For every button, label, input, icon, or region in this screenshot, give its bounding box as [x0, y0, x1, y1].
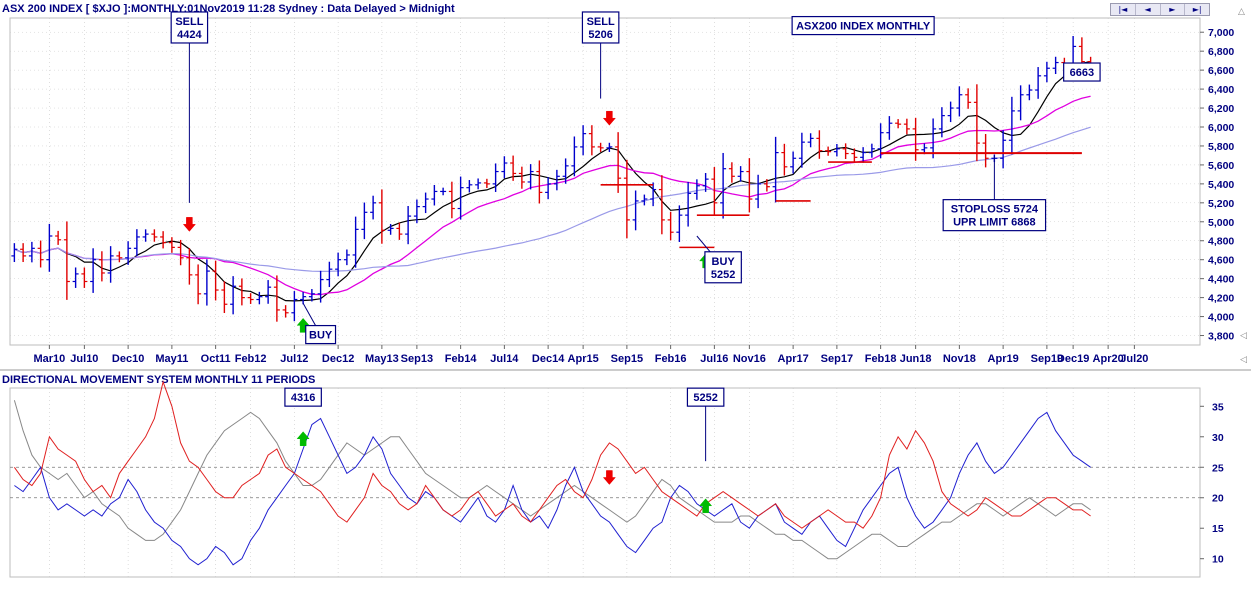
x-tick-label: May13	[365, 353, 399, 365]
scroll-marker-icon: ◁	[1240, 355, 1247, 365]
x-tick-label: Jun18	[900, 353, 932, 365]
x-tick-label: Jul20	[1120, 353, 1148, 365]
x-tick-label: Apr17	[778, 353, 809, 365]
chart-header-title: ASX 200 INDEX [ $XJO ]:MONTHLY:01Nov2019…	[2, 3, 455, 15]
x-tick-label: Jul14	[490, 353, 519, 365]
x-tick-label: Feb18	[865, 353, 897, 365]
y-tick-label: 5,200	[1208, 198, 1234, 210]
nav-prev-button[interactable]: ◄	[1136, 4, 1161, 15]
x-tick-label: Dec10	[112, 353, 144, 365]
indicator-panel-frame	[9, 387, 1201, 578]
annotation-0-text: 4424	[177, 29, 202, 41]
main-panel-frame	[9, 17, 1201, 346]
x-tick-label: Dec19	[1057, 353, 1089, 365]
x-tick-label: Dec12	[322, 353, 354, 365]
annotation-5-box	[704, 251, 742, 284]
annotation-2-text: ASX200 INDEX MONTHLY	[796, 21, 931, 33]
y-tick-label: 6,400	[1208, 84, 1234, 96]
annotation-6-box	[942, 199, 1047, 232]
indicator-y-tick-label: 30	[1212, 432, 1224, 444]
y-tick-label: 4,600	[1208, 255, 1234, 267]
x-tick-label: Feb14	[445, 353, 478, 365]
annotation-5-text: 5252	[711, 269, 735, 281]
sell-arrow	[602, 110, 616, 126]
plus-di-line	[14, 411, 1091, 566]
x-tick-label: Jul16	[700, 353, 728, 365]
ma-line-medium-ma	[14, 95, 1091, 296]
indicator-y-tick-label: 10	[1212, 554, 1224, 566]
x-tick-label: Feb12	[235, 353, 267, 365]
x-tick-label: Feb16	[655, 353, 687, 365]
adx-line	[13, 400, 1091, 560]
indicator-y-tick-label: 25	[1212, 462, 1224, 474]
annotation-6-text: UPR LIMIT 6868	[953, 217, 1036, 229]
x-tick-label: Jul12	[280, 353, 308, 365]
annotation-5-text: BUY	[712, 256, 736, 268]
indicator-y-tick-label: 15	[1212, 523, 1224, 535]
y-tick-label: 7,000	[1208, 27, 1234, 39]
indicator-title: DIRECTIONAL MOVEMENT SYSTEM MONTHLY 11 P…	[2, 374, 316, 386]
x-tick-label: Oct11	[201, 353, 231, 365]
annotation-4-box	[305, 324, 337, 345]
y-tick-label: 5,400	[1208, 179, 1234, 191]
indicator-sell-arrow	[602, 470, 616, 485]
annotation-0-text: SELL	[175, 16, 203, 28]
y-tick-label: 6,800	[1208, 46, 1234, 58]
y-tick-label: 5,600	[1208, 160, 1234, 172]
x-tick-label: Sep15	[611, 353, 643, 365]
annotation-6-text: STOPLOSS 5724	[951, 204, 1039, 216]
x-tick-label: Sep17	[821, 353, 853, 365]
y-tick-label: 4,400	[1208, 274, 1234, 286]
annotation-1-text: SELL	[587, 16, 615, 28]
x-tick-label: Apr15	[568, 353, 599, 365]
indicator-y-tick-label: 20	[1212, 493, 1224, 505]
indicator-callout-1-box	[686, 387, 725, 407]
x-tick-label: Apr19	[988, 353, 1019, 365]
ma-line-long-ma	[14, 126, 1091, 273]
chart-navigation: |◄ ◄ ► ►|	[1110, 3, 1210, 16]
indicator-buy-arrow	[699, 498, 713, 514]
annotation-1-box	[581, 11, 620, 44]
y-tick-label: 6,200	[1208, 103, 1234, 115]
y-tick-label: 4,800	[1208, 236, 1234, 248]
y-tick-label: 6,600	[1208, 65, 1234, 77]
annotation-0-box	[170, 11, 209, 44]
indicator-callout-1-text: 5252	[693, 392, 717, 404]
y-tick-label: 5,800	[1208, 141, 1234, 153]
annotation-3-text: 6663	[1070, 67, 1094, 79]
annotation-3-box	[1063, 62, 1101, 82]
x-tick-label: Apr20	[1093, 353, 1124, 365]
x-tick-label: Sep19	[1031, 353, 1063, 365]
x-tick-label: Nov18	[943, 353, 976, 365]
nav-last-button[interactable]: ►|	[1192, 5, 1202, 14]
y-tick-label: 4,000	[1208, 312, 1234, 324]
scroll-up-icon: △	[1238, 7, 1245, 17]
x-tick-label: Jul10	[70, 353, 98, 365]
y-tick-label: 6,000	[1208, 122, 1234, 134]
minus-di-line	[13, 380, 1091, 529]
indicator-buy-arrow	[296, 431, 310, 446]
scroll-marker-icon: ◁	[1240, 331, 1247, 341]
indicator-y-tick-label: 35	[1212, 401, 1224, 413]
y-tick-label: 4,200	[1208, 293, 1234, 305]
x-tick-label: Mar10	[33, 353, 65, 365]
indicator-callout-0-text: 4316	[291, 392, 315, 404]
nav-first-button[interactable]: |◄	[1111, 4, 1136, 15]
sell-arrow	[182, 217, 196, 232]
x-tick-label: May11	[155, 353, 188, 365]
annotation-4-text: BUY	[309, 330, 333, 342]
ma-line-short-ma	[14, 60, 1091, 302]
annotation-2-box	[791, 15, 935, 36]
x-tick-label: Dec14	[532, 353, 565, 365]
x-tick-label: Nov16	[733, 353, 766, 365]
indicator-callout-0-box	[284, 387, 322, 407]
annotation-1-text: 5206	[588, 29, 612, 41]
x-tick-label: Sep13	[401, 353, 433, 365]
y-tick-label: 5,000	[1208, 217, 1234, 229]
y-tick-label: 3,800	[1208, 331, 1234, 343]
nav-next-button[interactable]: ►	[1161, 4, 1186, 15]
